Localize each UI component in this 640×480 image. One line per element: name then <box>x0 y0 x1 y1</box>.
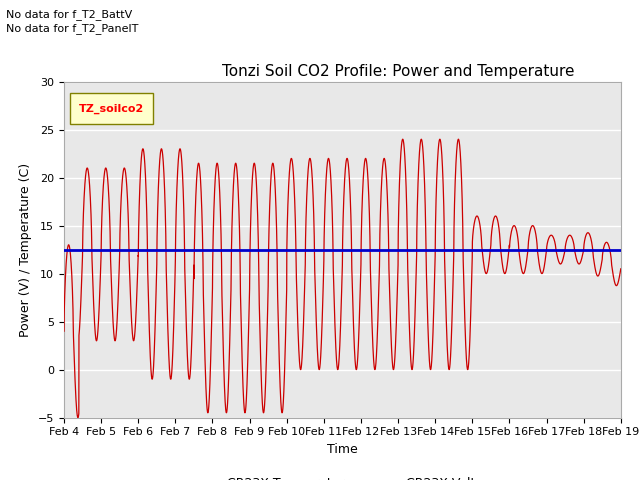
Text: No data for f_T2_BattV: No data for f_T2_BattV <box>6 9 132 20</box>
Legend: CR23X Temperature, CR23X Voltage: CR23X Temperature, CR23X Voltage <box>181 472 504 480</box>
X-axis label: Time: Time <box>327 443 358 456</box>
Y-axis label: Power (V) / Temperature (C): Power (V) / Temperature (C) <box>19 163 33 336</box>
Text: No data for f_T2_PanelT: No data for f_T2_PanelT <box>6 23 139 34</box>
Text: TZ_soilco2: TZ_soilco2 <box>79 103 144 114</box>
FancyBboxPatch shape <box>70 93 153 124</box>
Title: Tonzi Soil CO2 Profile: Power and Temperature: Tonzi Soil CO2 Profile: Power and Temper… <box>222 64 574 79</box>
